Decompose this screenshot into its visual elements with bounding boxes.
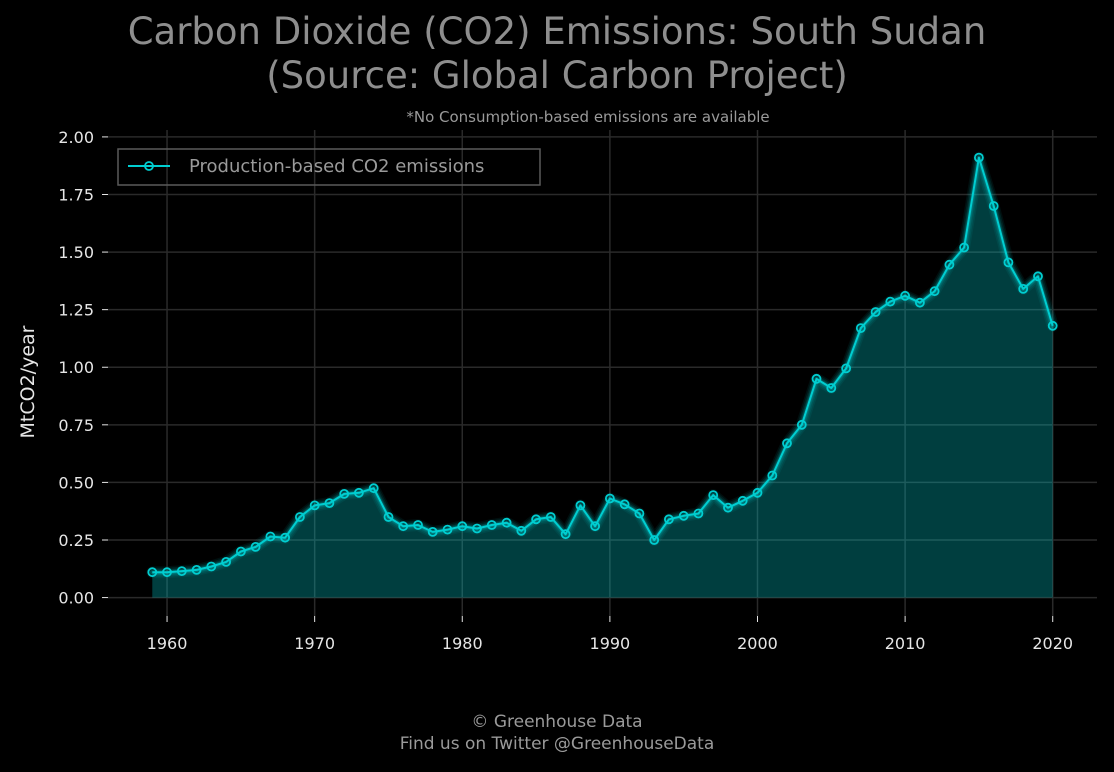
data-point (826, 383, 837, 393)
data-point (723, 502, 733, 513)
data-point (457, 521, 468, 532)
data-point (796, 419, 807, 430)
data-point (870, 307, 881, 317)
data-point (501, 517, 512, 528)
y-tick-label: 1.50 (58, 243, 94, 262)
data-point (265, 531, 276, 542)
data-point (442, 524, 453, 535)
chart-subtitle: *No Consumption-based emissions are avai… (406, 108, 770, 126)
data-point (516, 525, 527, 536)
data-point (486, 520, 497, 530)
x-tick-label: 2000 (737, 634, 778, 653)
data-point (235, 546, 246, 557)
data-point (309, 500, 320, 511)
data-point (1018, 283, 1029, 294)
data-point (590, 521, 600, 532)
data-point (619, 499, 630, 510)
data-point (383, 512, 394, 522)
data-point (855, 323, 866, 334)
data-point (1047, 320, 1058, 331)
series-line-layer (146, 151, 1059, 579)
chart-title: Carbon Dioxide (CO2) Emissions: South Su… (127, 10, 987, 97)
y-tick-label: 1.00 (58, 358, 94, 377)
data-point (678, 510, 689, 521)
data-point (560, 529, 571, 540)
data-point (693, 508, 704, 519)
x-tick-label: 1990 (590, 634, 631, 653)
legend-label: Production-based CO2 emissions (189, 156, 484, 177)
data-point (221, 557, 232, 567)
data-point (664, 514, 674, 525)
x-tick-label: 2010 (885, 634, 926, 653)
legend-box (117, 148, 541, 186)
y-tick-label: 0.50 (58, 473, 94, 492)
y-tick-label: 0.25 (58, 531, 94, 550)
footer-twitter: Find us on Twitter @GreenhouseData (399, 734, 715, 754)
data-point (398, 521, 409, 532)
data-point (752, 487, 763, 498)
data-point (605, 493, 615, 504)
data-point (1033, 271, 1043, 282)
data-point (545, 512, 556, 522)
data-point (176, 566, 187, 576)
data-point (191, 565, 202, 575)
series-line (152, 156, 1054, 574)
x-tick-label: 1970 (294, 634, 335, 653)
x-tick-label: 2020 (1032, 634, 1073, 653)
data-point (900, 290, 910, 301)
y-tick-label: 1.75 (58, 185, 94, 204)
y-axis-label: MtCO2/year (17, 325, 39, 438)
data-point (811, 373, 822, 384)
data-point (767, 470, 778, 481)
y-tick-label: 1.25 (58, 301, 94, 320)
x-tick-label: 1980 (442, 634, 483, 653)
x-tick-label: 1960 (147, 634, 188, 653)
y-tick-label: 0.75 (58, 416, 94, 435)
data-point (885, 296, 896, 307)
data-point (988, 201, 999, 211)
data-point (974, 152, 984, 163)
data-point (280, 532, 291, 543)
data-point (649, 535, 660, 545)
data-point (634, 508, 645, 519)
data-point (944, 259, 955, 270)
y-tick-label: 2.00 (58, 128, 94, 147)
data-point (737, 495, 748, 506)
data-point (531, 514, 541, 525)
area-fill-shape (152, 157, 1053, 598)
data-point (782, 438, 792, 449)
data-point (324, 498, 335, 509)
data-point (841, 363, 851, 374)
data-point (959, 242, 969, 253)
data-point (929, 286, 940, 297)
data-point (1003, 257, 1014, 268)
data-points (147, 152, 1058, 578)
data-point (339, 488, 350, 499)
area-fill (152, 157, 1053, 598)
data-point (353, 487, 364, 498)
data-point (294, 512, 305, 522)
data-point (472, 523, 482, 534)
data-point (575, 500, 586, 511)
legend: Production-based CO2 emissions (117, 148, 541, 186)
data-point (368, 483, 379, 494)
data-point (915, 297, 925, 308)
data-point (708, 490, 719, 501)
data-point (147, 567, 158, 578)
data-point (162, 567, 172, 578)
grid-lines (108, 130, 1097, 616)
data-point (206, 561, 217, 572)
legend-marker-icon (144, 161, 154, 171)
footer-copyright: © Greenhouse Data (471, 712, 643, 732)
data-point (250, 542, 261, 552)
data-point (427, 527, 438, 537)
data-point (413, 520, 423, 530)
y-tick-label: 0.00 (58, 589, 94, 608)
axes: 1960 1970 1980 1990 2000 2010 2020 0.00 0.25 0.50… (58, 128, 1073, 653)
